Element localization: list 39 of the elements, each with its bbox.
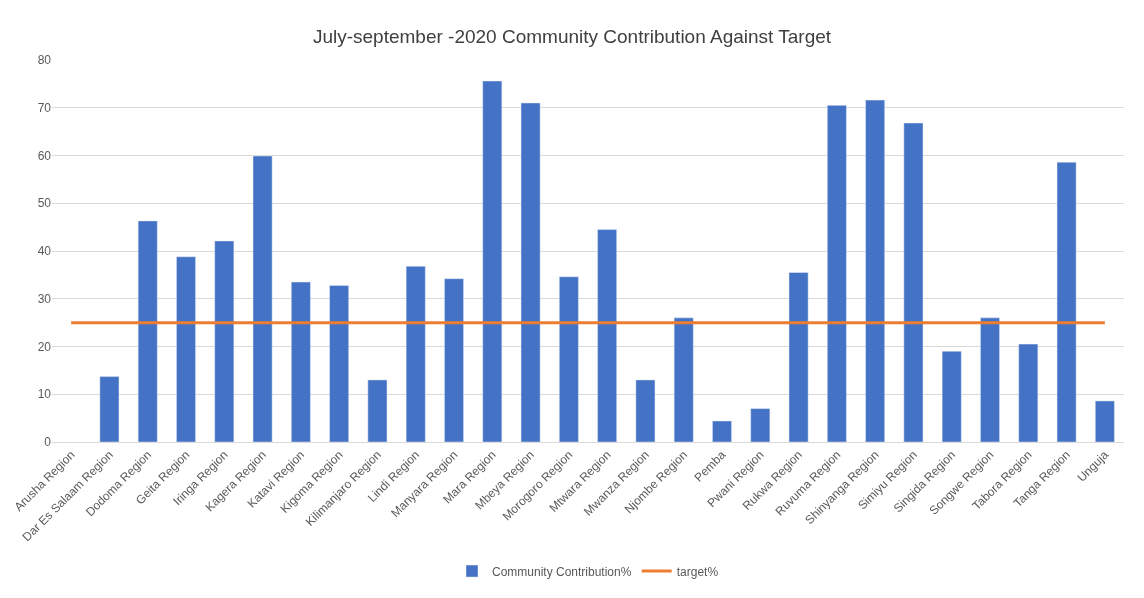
bar [980,317,1000,442]
bar [712,420,732,442]
y-tick-label: 30 [37,291,52,306]
legend-label: Community Contribution% [492,564,632,579]
bar [291,281,311,442]
bar [827,105,847,442]
bar [520,102,541,442]
bar [635,379,656,442]
bar [329,285,349,442]
bar [1018,343,1039,442]
bar [367,379,388,442]
y-tick-label: 40 [37,244,52,259]
legend-label: target% [676,564,719,579]
y-tick-label: 70 [37,100,52,115]
bar [673,317,694,442]
bar [405,266,426,442]
y-tick-label: 60 [37,148,52,163]
y-tick-label: 0 [44,435,52,450]
bar [865,99,885,442]
bar [750,408,771,442]
bar [597,229,617,442]
bar [1095,400,1115,442]
bar [176,256,196,442]
bar [137,220,158,442]
bar [941,351,962,442]
y-tick-label: 10 [37,387,52,402]
bar [559,276,579,442]
bar [482,80,503,442]
bar [788,272,809,442]
y-tick-label: 20 [37,339,52,354]
chart-title: July-september -2020 Community Contribution Against Target [312,26,832,48]
bar [444,278,464,442]
y-tick-label: 50 [37,196,52,211]
bar [214,240,235,442]
bar [99,376,120,442]
y-tick-label: 80 [37,53,52,68]
bar [903,122,924,442]
bar [252,155,273,442]
bar [1056,161,1077,442]
